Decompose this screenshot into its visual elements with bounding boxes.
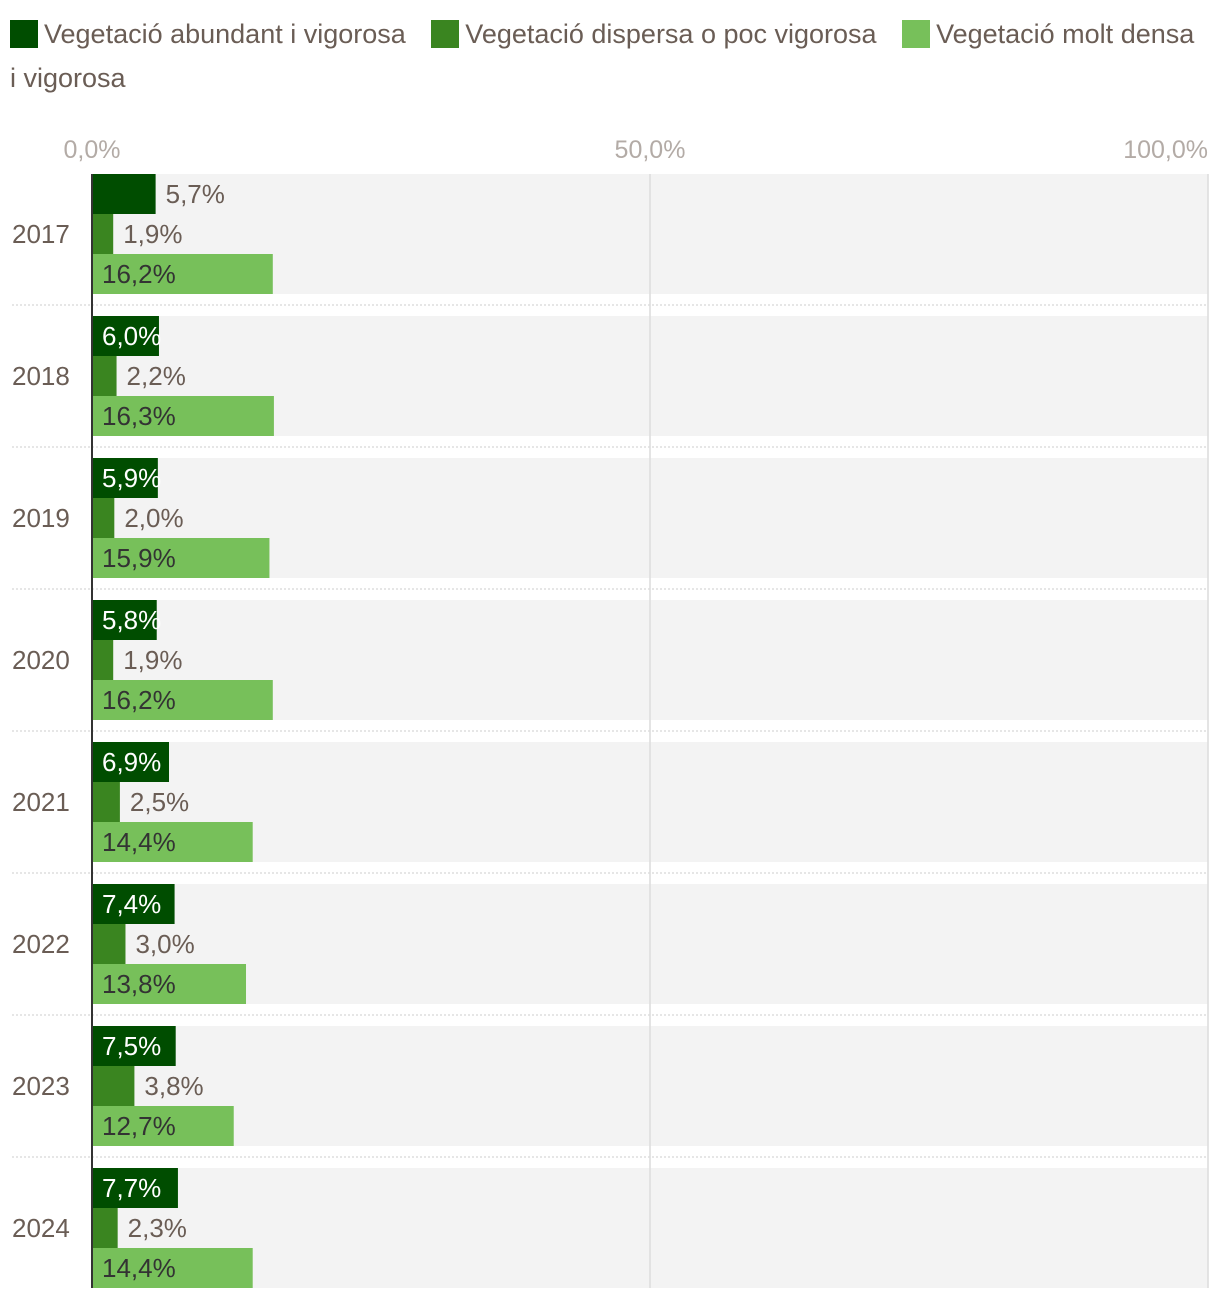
value-label: 2,0%	[124, 503, 183, 533]
bar	[92, 316, 159, 356]
value-label: 5,9%	[102, 463, 161, 493]
value-label: 5,7%	[166, 179, 225, 209]
category-label: 2021	[12, 787, 70, 817]
legend-item-densa: Vegetació molt densa i vigorosa	[10, 19, 1194, 93]
bar	[92, 254, 273, 294]
value-label: 16,3%	[102, 401, 176, 431]
category-label: 2023	[12, 1071, 70, 1101]
bar	[92, 884, 175, 924]
bar	[92, 356, 117, 396]
value-label: 2,5%	[130, 787, 189, 817]
bar	[92, 1106, 234, 1146]
category-label: 2017	[12, 219, 70, 249]
legend-label-dispersa: Vegetació dispersa o poc vigorosa	[465, 19, 877, 49]
bar	[92, 822, 253, 862]
bar	[92, 680, 273, 720]
value-label: 6,0%	[102, 321, 161, 351]
value-label: 2,3%	[128, 1213, 187, 1243]
bar	[92, 538, 270, 578]
bar	[92, 1168, 178, 1208]
bar	[92, 964, 247, 1004]
bar	[92, 640, 114, 680]
legend-item-abundant: Vegetació abundant i vigorosa	[10, 19, 406, 49]
category-label: 2019	[12, 503, 70, 533]
value-label: 3,0%	[135, 929, 194, 959]
legend-item-dispersa: Vegetació dispersa o poc vigorosa	[431, 19, 877, 49]
category-label: 2024	[12, 1213, 70, 1243]
bar	[92, 782, 120, 822]
bar	[92, 498, 115, 538]
value-label: 7,7%	[102, 1173, 161, 1203]
value-label: 7,5%	[102, 1031, 161, 1061]
value-label: 14,4%	[102, 1253, 176, 1283]
bar	[92, 214, 114, 254]
category-label: 2020	[12, 645, 70, 675]
bar	[92, 458, 158, 498]
category-label: 2018	[12, 361, 70, 391]
legend-swatch-abundant	[10, 20, 38, 48]
legend-label-abundant: Vegetació abundant i vigorosa	[44, 19, 406, 49]
bar	[92, 1026, 176, 1066]
value-label: 3,8%	[144, 1071, 203, 1101]
category-label: 2022	[12, 929, 70, 959]
bar	[92, 1066, 135, 1106]
bar	[92, 396, 274, 436]
bar	[92, 600, 157, 640]
value-label: 1,9%	[123, 219, 182, 249]
value-label: 6,9%	[102, 747, 161, 777]
value-label: 12,7%	[102, 1111, 176, 1141]
value-label: 13,8%	[102, 969, 176, 999]
value-label: 16,2%	[102, 685, 176, 715]
x-tick-label: 0,0%	[64, 136, 121, 164]
legend-label-densa: Vegetació molt densa i vigorosa	[10, 19, 1195, 93]
value-label: 16,2%	[102, 259, 176, 289]
value-label: 5,8%	[102, 605, 161, 635]
bar	[92, 174, 156, 214]
bar	[92, 1208, 118, 1248]
legend-swatch-dispersa	[431, 20, 460, 48]
bar	[92, 924, 126, 964]
bar	[92, 742, 170, 782]
value-label: 15,9%	[102, 543, 176, 573]
legend: Vegetació abundant i vigorosa Vegetació …	[10, 12, 1200, 100]
value-label: 2,2%	[127, 361, 186, 391]
value-label: 1,9%	[123, 645, 182, 675]
value-label: 7,4%	[102, 889, 161, 919]
legend-swatch-densa	[902, 20, 931, 48]
bar	[92, 1248, 253, 1288]
x-tick-label: 100,0%	[1123, 136, 1208, 164]
value-label: 14,4%	[102, 827, 176, 857]
x-tick-label: 50,0%	[615, 136, 686, 164]
